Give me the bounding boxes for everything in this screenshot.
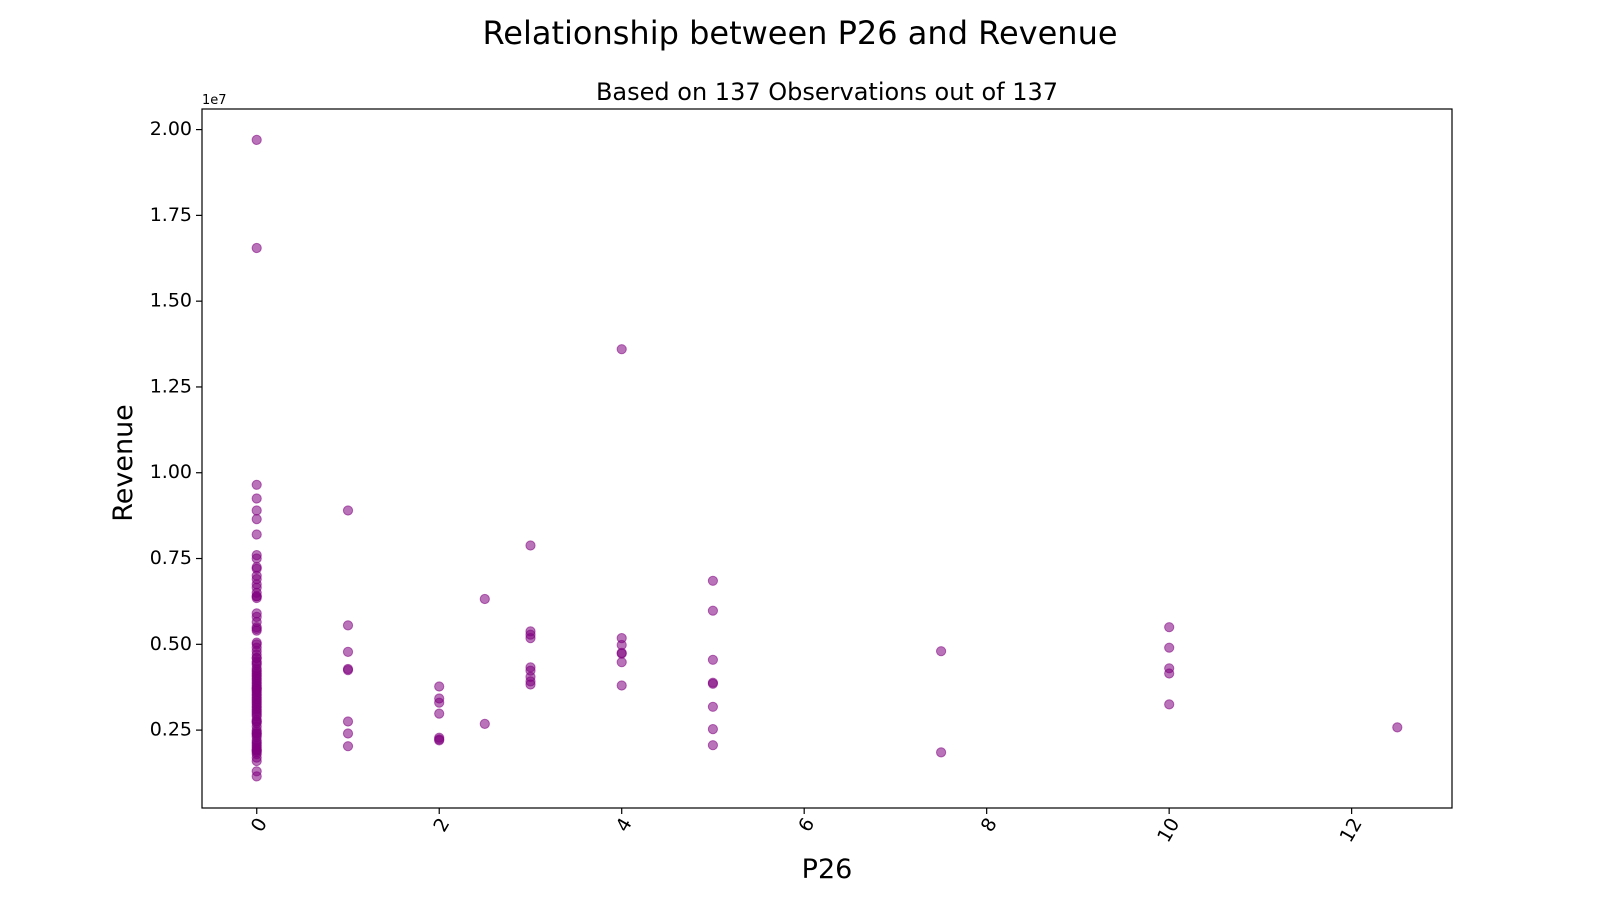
data-point [434,708,445,719]
y-axis-label: Revenue [108,404,139,522]
data-point [479,718,490,730]
y-offset-label: 1e7 [202,93,227,108]
x-tick-label: 4 [612,814,637,835]
data-point [251,553,262,564]
data-point [251,745,262,756]
y-tick-label: 1.50 [150,290,192,312]
data-point [342,665,354,676]
x-tick-label: 0 [247,814,272,835]
x-tick-label: 6 [794,814,819,835]
data-point [707,654,719,665]
data-point [251,505,262,516]
data-point [616,344,627,355]
data-point [342,728,354,739]
y-tick-label: 1.00 [150,461,192,483]
data-point [251,728,262,739]
x-tick-label: 8 [977,814,1002,835]
y-tick-label: 1.75 [150,204,192,226]
data-point [707,740,719,751]
data-point [251,716,262,727]
data-point [707,701,719,712]
x-axis-label: P26 [802,854,853,885]
chart-subtitle: Based on 137 Observations out of 137 [596,78,1058,106]
data-point [616,680,627,691]
data-point [251,683,262,695]
data-point [616,647,627,659]
data-point [707,724,719,735]
data-point [251,479,262,490]
data-point [479,593,490,605]
y-axis-ticks: 0.25 0.50 0.75 1.00 1.25 1.50 1.75 2.00 [150,118,202,741]
data-point [1164,622,1175,633]
plot-area-frame [201,108,1453,809]
data-point [342,620,354,631]
y-tick-label: 0.25 [150,719,192,741]
y-tick-label: 2.00 [150,118,192,140]
data-point [1392,722,1403,733]
data-point [525,540,536,551]
data-point [434,734,445,745]
data-point [936,747,947,758]
data-point [251,514,262,525]
data-point [251,652,262,664]
data-point [1164,699,1175,710]
data-point [342,716,354,727]
y-tick-label: 0.75 [150,547,192,569]
data-point [525,633,536,644]
x-axis-ticks: 0 2 4 6 8 10 12 [247,808,1367,846]
data-point [342,505,354,516]
data-point [707,605,719,616]
x-tick-label: 2 [429,814,454,835]
x-tick-label: 10 [1153,814,1184,846]
data-point [251,242,262,254]
data-point [251,625,262,636]
data-point [936,646,947,657]
data-point [434,697,445,708]
data-point [707,678,719,689]
data-point [251,134,262,145]
data-point [616,657,627,668]
data-point [251,755,262,767]
data-point [251,702,262,713]
data-point [707,575,719,586]
chart-title: Relationship between P26 and Revenue [482,14,1117,52]
data-point [342,646,354,658]
data-point [1164,642,1175,653]
x-tick-label: 12 [1336,814,1367,846]
y-tick-label: 0.50 [150,633,192,655]
data-point [251,771,262,782]
data-point [251,493,262,504]
data-point [342,741,354,752]
data-points [251,134,1403,782]
y-tick-label: 1.25 [150,375,192,397]
data-point [525,679,536,690]
data-point [251,587,262,598]
data-point [434,681,445,692]
data-point [251,616,262,628]
data-point [251,529,262,540]
data-point [1164,668,1175,679]
